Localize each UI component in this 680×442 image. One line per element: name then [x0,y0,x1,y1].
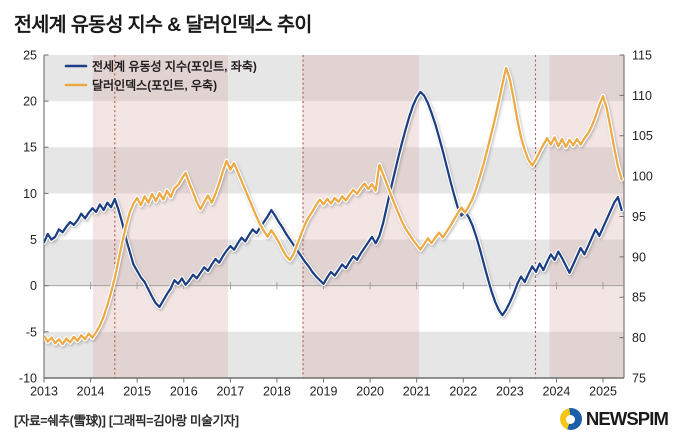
right-axis-tick-label: 75 [632,371,646,385]
right-axis-tick-label: 100 [632,170,653,184]
x-axis-tick-label: 2013 [30,385,58,399]
source-credit: [자료=쉐추(雪球)] [그래픽=김아랑 미술기자] [14,414,239,428]
left-axis-tick-label: 20 [23,95,37,109]
page-title: 전세계 유동성 지수 & 달러인덱스 추이 [14,14,312,36]
left-axis-tick-label: -10 [19,371,37,385]
right-axis-tick-label: 110 [632,89,652,103]
horizontal-band [44,331,624,378]
right-axis-labels: 115 110 105 100 95 90 85 80 75 [632,48,653,385]
x-axis-tick-label: 2025 [589,385,617,399]
newspim-logo-icon [559,408,582,430]
vertical-highlight-band [549,55,624,378]
horizontal-band [44,55,624,102]
legend-label: 달러인덱스(포인트, 우축) [92,77,217,92]
newspim-logo: NEWSPIM [559,408,669,430]
x-axis-tick-label: 2016 [170,385,198,399]
event-marker-lines [114,55,537,378]
left-axis-tick-label: 5 [30,233,37,247]
x-axis-tick-label: 2020 [356,385,384,399]
x-axis-tick-label: 2023 [496,385,524,399]
left-axis-labels: 25 20 15 10 5 0 -5 -10 [19,48,37,385]
data-series [44,65,624,347]
chart-legend: 전세계 유동성 지수(포인트, 좌축) 달러인덱스(포인트, 우축) [64,58,257,92]
left-axis-tick-label: 0 [30,279,37,293]
right-axis-tick-label: 95 [632,210,646,224]
left-axis-tick-label: 15 [23,141,37,155]
x-axis-tick-label: 2017 [216,385,244,399]
right-axis-tick-label: 115 [632,48,652,62]
right-axis-tick-label: 90 [632,250,646,264]
right-axis-tick-label: 80 [632,331,646,345]
x-axis-tick-label: 2019 [310,385,338,399]
legend-label: 전세계 유동성 지수(포인트, 좌축) [92,58,257,73]
x-axis-tick-label: 2021 [403,385,431,399]
right-axis-tick-label: 85 [632,291,646,305]
x-axis-tick-label: 2022 [449,385,477,399]
background-bands [44,55,624,378]
vertical-highlight-band [92,55,229,378]
left-axis-tick-label: -5 [26,325,37,339]
x-axis-tick-label: 2024 [543,385,571,399]
x-axis-tick-label: 2014 [77,385,105,399]
series-line [44,66,623,346]
x-axis-tick-label: 2018 [263,385,291,399]
series-line [44,90,623,317]
x-axis-tick-label: 2015 [123,385,151,399]
right-axis-tick-label: 105 [632,129,653,143]
x-axis-labels: 2013 2014 2015 2016 2017 2018 2019 2020 2021 2022… [30,385,617,399]
left-axis-tick-label: 25 [23,48,37,62]
left-axis-tick-label: 10 [23,187,37,201]
newspim-logo-text: NEWSPIM [585,408,669,429]
